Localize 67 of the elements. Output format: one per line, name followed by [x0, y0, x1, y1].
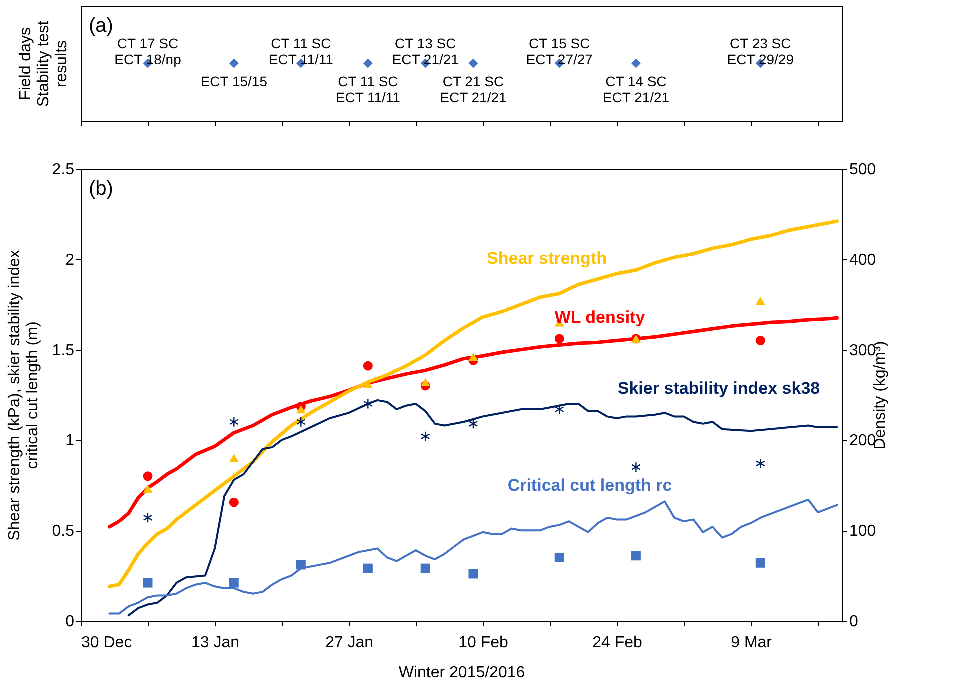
text: CT 17 SC ECT 18/np: [114, 36, 182, 68]
x-tick-label: 27 Jan: [326, 634, 374, 652]
point: [554, 334, 564, 344]
text: CT 11 SC ECT 11/11: [268, 36, 334, 68]
text: ECT 15/15: [200, 74, 268, 90]
line-series: [128, 399, 838, 617]
point: [554, 404, 564, 415]
x-axis-title: Winter 2015/2016: [398, 664, 526, 682]
line-series: [108, 220, 839, 588]
x-tick-label: 10 Feb: [458, 634, 509, 652]
y2-tick-label: 0: [850, 614, 858, 630]
point: [363, 398, 373, 410]
point: [756, 558, 766, 568]
point: [296, 416, 306, 428]
point: [420, 431, 430, 442]
x-tick-label: 9 Mar: [731, 634, 773, 652]
series-label: Shear strength: [487, 249, 607, 268]
point: [296, 405, 306, 414]
point: [631, 551, 641, 561]
point: [420, 378, 430, 386]
text: CT 21 SC ECT 21/21: [440, 74, 508, 106]
point: [631, 462, 641, 473]
text: CT 13 SC ECT 21/21: [392, 36, 460, 68]
series-label: Skier stability index sk38: [618, 379, 820, 398]
point: [756, 336, 766, 346]
text: Field days Stability test results: [18, 20, 70, 108]
point: [229, 454, 239, 462]
point: [143, 484, 153, 494]
series-label: Critical cut length rc: [508, 476, 672, 495]
point: [468, 569, 478, 579]
point: [143, 512, 153, 524]
point: [229, 498, 239, 508]
text: (a): [89, 15, 114, 37]
y2-tick-label: 400: [850, 252, 876, 269]
point: [296, 560, 306, 570]
y-tick-label: 0: [66, 614, 75, 630]
point: [756, 458, 766, 470]
point: [229, 578, 239, 588]
text: CT 11 SC ECT 11/11: [336, 74, 401, 106]
x-tick-label: 30 Dec: [82, 634, 132, 652]
point: [468, 352, 478, 362]
x-tick-label: 24 Feb: [592, 634, 643, 652]
point: [363, 380, 373, 388]
y-tick-label: 0.5: [52, 523, 75, 540]
y-tick-label: 1.5: [52, 342, 75, 360]
y-axis-title: Shear strength (kPa), skier stability index critical cut length (m): [6, 250, 42, 541]
point: [143, 578, 153, 588]
annotation: (b): [89, 178, 114, 200]
point: [363, 564, 373, 574]
point: [363, 361, 373, 371]
point: [229, 416, 239, 428]
point: [756, 296, 766, 306]
x-tick-label: 13 Jan: [191, 634, 240, 652]
y2-tick-label: 100: [850, 523, 876, 540]
point: [420, 564, 430, 574]
y-tick-label: 1: [66, 432, 75, 450]
series-label: WL density: [554, 308, 646, 327]
text: CT 14 SC ECT 21/21: [602, 74, 670, 106]
line-series: [108, 498, 838, 615]
text: CT 23 SC ECT 29/29: [727, 36, 794, 68]
point: [468, 418, 478, 430]
text: CT 15 SC ECT 27/27: [526, 36, 594, 68]
y2-tick-label: 500: [850, 162, 876, 178]
point: [554, 552, 564, 562]
y-tick-label: 2: [66, 252, 75, 269]
y-tick-label: 2.5: [52, 162, 75, 178]
point: [143, 472, 153, 482]
